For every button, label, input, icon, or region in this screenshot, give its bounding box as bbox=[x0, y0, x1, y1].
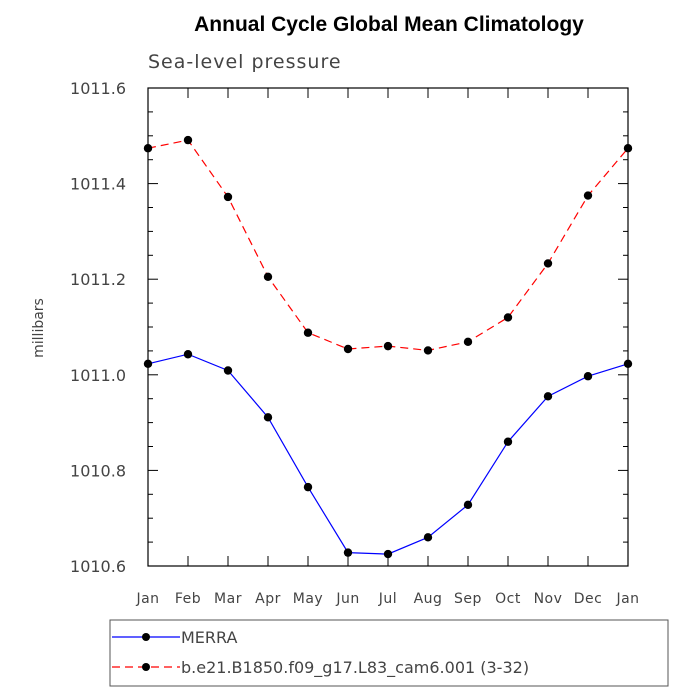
series-0-point bbox=[383, 549, 393, 559]
legend-box bbox=[109, 619, 669, 687]
series-1-point bbox=[583, 191, 593, 200]
x-tick-label: Jun bbox=[335, 591, 359, 607]
x-tick-label: Dec bbox=[574, 591, 603, 607]
x-tick-label: Apr bbox=[255, 591, 281, 607]
x-tick-label: Aug bbox=[414, 591, 443, 607]
legend-label-merra: MERRA bbox=[181, 628, 238, 647]
y-tick-label: 1011.4 bbox=[70, 175, 126, 194]
series-0-point bbox=[543, 392, 553, 401]
x-tick-label: May bbox=[293, 591, 323, 607]
series-layer bbox=[143, 135, 633, 559]
series-0-point bbox=[463, 500, 473, 510]
y-tick-label: 1011.2 bbox=[70, 270, 126, 289]
y-tick-labels: 1010.6 1010.8 1011.0 1011.2 1011.4 1011.6 bbox=[70, 79, 126, 576]
plot-frame bbox=[147, 87, 629, 567]
series-0-point bbox=[423, 533, 433, 542]
x-tick-label: Jul bbox=[378, 591, 397, 607]
series-0-point bbox=[583, 372, 593, 381]
series-1-point bbox=[503, 313, 513, 322]
y-tick-label: 1010.6 bbox=[70, 557, 126, 576]
axis-ticks bbox=[147, 87, 629, 567]
series-1-point bbox=[623, 144, 633, 153]
series-1-point bbox=[143, 144, 153, 153]
legend: MERRA b.e21.B1850.f09_g17.L83_cam6.001 (… bbox=[109, 619, 669, 687]
series-0-point bbox=[223, 366, 233, 375]
series-1-point bbox=[183, 135, 193, 145]
y-tick-label: 1010.8 bbox=[70, 461, 126, 480]
legend-marker-model bbox=[142, 663, 150, 671]
series-0-point bbox=[343, 548, 353, 557]
legend-marker-merra bbox=[142, 633, 150, 641]
series-0-point bbox=[263, 413, 273, 422]
chart-subtitle: Sea-level pressure bbox=[148, 51, 342, 73]
series-0-point bbox=[183, 350, 193, 359]
x-tick-label: Jan bbox=[135, 591, 159, 607]
legend-label-model: b.e21.B1850.f09_g17.L83_cam6.001 (3-32) bbox=[181, 658, 529, 678]
series-1-point bbox=[423, 346, 433, 355]
series-1-point bbox=[383, 341, 393, 351]
x-tick-label: Nov bbox=[534, 591, 563, 607]
series-1-point bbox=[343, 344, 353, 354]
series-1-point bbox=[223, 192, 233, 202]
x-tick-label: Jan bbox=[615, 591, 639, 607]
series-0-point bbox=[143, 359, 153, 369]
series-1-point bbox=[303, 328, 313, 337]
x-tick-labels: Jan Feb Mar Apr May Jun Jul Aug Sep Oct Nov Dec Jan bbox=[135, 591, 639, 607]
x-tick-label: Oct bbox=[495, 591, 521, 607]
series-1-point bbox=[463, 337, 473, 347]
chart-title: Annual Cycle Global Mean Climatology bbox=[194, 13, 584, 36]
series-line-0 bbox=[147, 353, 629, 555]
series-0-point bbox=[623, 359, 633, 369]
series-line-1 bbox=[147, 139, 629, 352]
series-0-point bbox=[503, 437, 513, 446]
x-tick-label: Feb bbox=[175, 591, 201, 607]
series-1-point bbox=[263, 272, 273, 282]
series-1-point bbox=[543, 259, 553, 268]
y-tick-label: 1011.6 bbox=[70, 79, 126, 98]
y-axis-label: millibars bbox=[31, 298, 47, 358]
y-tick-label: 1011.0 bbox=[70, 366, 126, 385]
series-0-point bbox=[303, 482, 313, 492]
x-tick-label: Mar bbox=[214, 591, 242, 607]
x-tick-label: Sep bbox=[454, 591, 482, 607]
